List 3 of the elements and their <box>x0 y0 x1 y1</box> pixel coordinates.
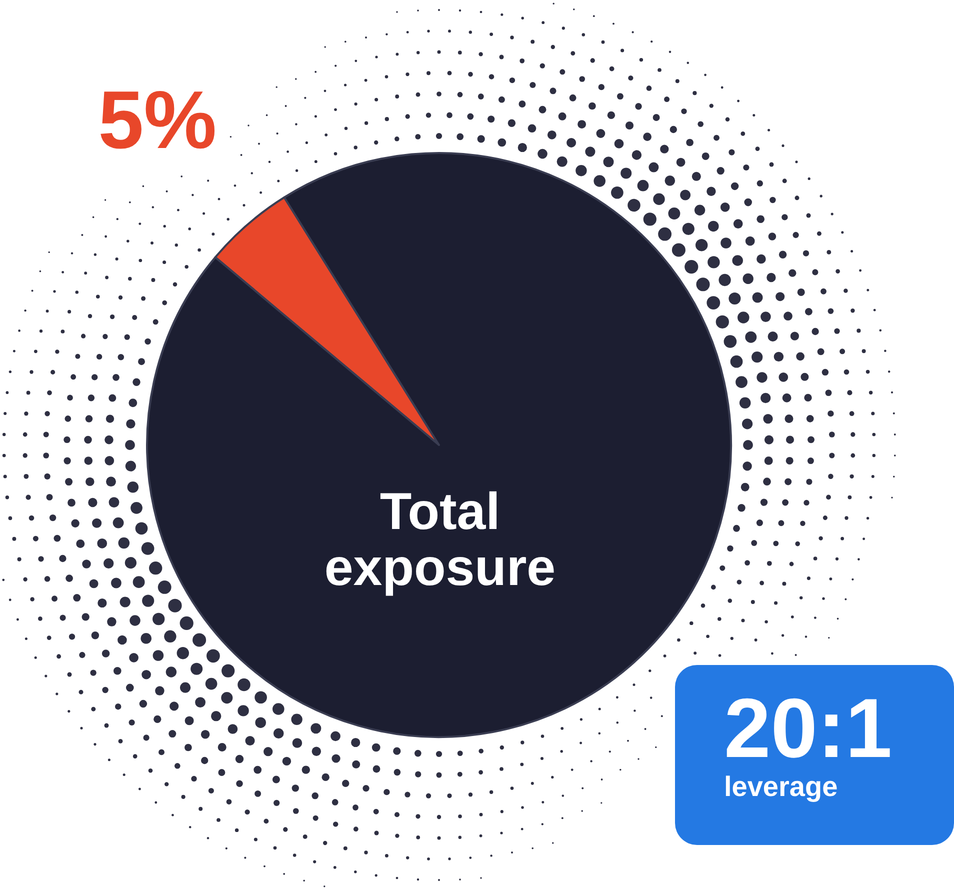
data-label: 5% <box>98 75 217 166</box>
info-card: 20:1 leverage <box>675 665 954 845</box>
text: Total exposure <box>323 483 557 597</box>
